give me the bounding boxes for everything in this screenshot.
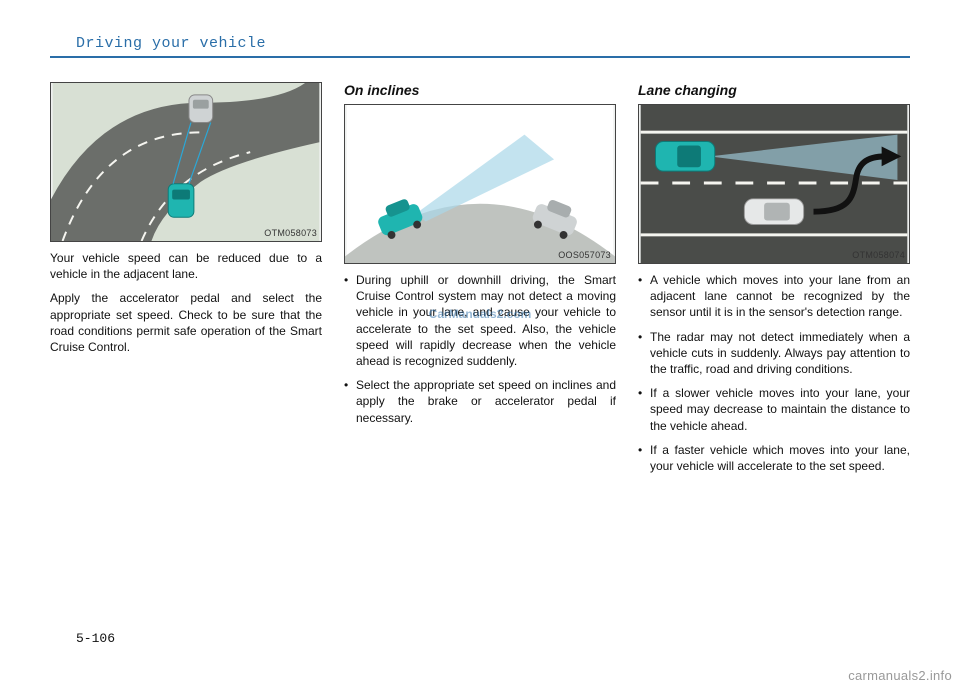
center-watermark: CarManuals2.com: [429, 307, 532, 321]
figure-label: OOS057073: [558, 250, 611, 260]
incline-svg: [345, 105, 615, 263]
col3-heading: Lane changing: [638, 82, 910, 98]
col1-para-1: Your vehicle speed can be reduced due to…: [50, 250, 322, 282]
col2-heading: On inclines: [344, 82, 616, 98]
figure-label: OTM058073: [264, 228, 317, 238]
column-2: On inclines: [344, 82, 616, 482]
col2-bullet-2: Select the appropriate set speed on incl…: [344, 377, 616, 426]
col3-bullets: A vehicle which moves into your lane fro…: [638, 272, 910, 474]
page-number: 5-106: [76, 631, 115, 646]
figure-curve-road: OTM058073: [50, 82, 322, 242]
col1-para-2: Apply the accelerator pedal and select t…: [50, 290, 322, 355]
lane-change-svg: [639, 105, 909, 263]
content-columns: OTM058073 Your vehicle speed can be redu…: [50, 82, 910, 482]
figure-lane-change: OTM058074: [638, 104, 910, 264]
figure-incline: OOS057073: [344, 104, 616, 264]
col2-bullets: During uphill or downhill driving, the S…: [344, 272, 616, 426]
col3-bullet-1: A vehicle which moves into your lane fro…: [638, 272, 910, 321]
col3-bullet-3: If a slower vehicle moves into your lane…: [638, 385, 910, 434]
column-1: OTM058073 Your vehicle speed can be redu…: [50, 82, 322, 482]
column-3: Lane changing: [638, 82, 910, 482]
header-title: Driving your vehicle: [76, 35, 266, 52]
section-header: Driving your vehicle: [50, 30, 910, 58]
curve-road-svg: [51, 83, 321, 241]
col3-bullet-2: The radar may not detect immediately whe…: [638, 329, 910, 378]
figure-label: OTM058074: [852, 250, 905, 260]
col3-bullet-4: If a faster vehicle which moves into you…: [638, 442, 910, 474]
footer-watermark: carmanuals2.info: [848, 668, 952, 683]
